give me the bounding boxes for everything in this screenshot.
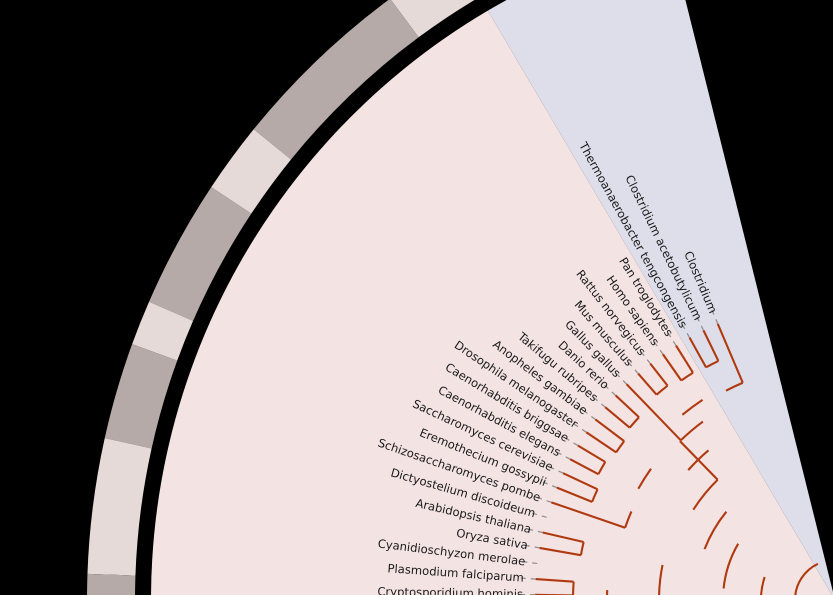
leader-line-13: [536, 496, 552, 503]
leader-line-17: [564, 437, 579, 447]
tree-branch: [637, 372, 658, 396]
leader-line-12: [532, 512, 547, 518]
leader-line-9: [522, 560, 538, 565]
tree-branch: [594, 418, 625, 442]
leader-line-8: [520, 577, 536, 580]
tree-branch: [679, 440, 719, 481]
tree-branch: [702, 329, 720, 362]
tree-arc-n_eukaryota: [722, 543, 740, 589]
outer-taxonomy-band: [87, 0, 475, 595]
leader-line-11: [527, 528, 543, 534]
tree-branch: [542, 531, 584, 543]
band-segment-6: [104, 344, 178, 449]
tree-arc-n_opistho: [703, 511, 728, 550]
tree-branch: [662, 353, 683, 382]
sector-fills: [151, 0, 833, 595]
band-segment-5: [132, 301, 194, 361]
leader-line-21: [604, 384, 617, 396]
tree-arc-n_arthro_nem: [637, 468, 652, 490]
tree-branch: [604, 406, 631, 429]
tree-branch: [585, 431, 617, 454]
tree-branch: [577, 444, 606, 463]
leader-line-16: [556, 451, 571, 460]
band-segment-1: [391, 0, 475, 38]
leader-line-20: [593, 397, 606, 408]
tree-arc-n_fungi: [624, 511, 633, 529]
tree-branch: [535, 578, 574, 583]
tree-branch: [716, 323, 744, 384]
tree-arc-n_euk_deep: [658, 564, 664, 595]
band-segment-4: [149, 187, 252, 321]
leader-line-15: [549, 466, 564, 474]
tree-branches: [535, 323, 819, 595]
tree-branch: [556, 486, 593, 503]
sector-eukaryota: [151, 10, 833, 595]
band-segment-8: [87, 573, 136, 595]
tree-arc-n_bact: [705, 359, 719, 369]
band-segment-2: [253, 0, 419, 160]
tree-arc-n_root: [794, 562, 819, 595]
tree-branch: [688, 337, 707, 368]
taxon-label: Cryptosporidium hominis: [377, 585, 523, 595]
leader-line-10: [524, 544, 540, 549]
tree-branch: [625, 383, 682, 442]
leader-line-27: [681, 324, 691, 338]
tree-branch: [551, 501, 626, 529]
leader-line-22: [615, 372, 628, 385]
leader-line-26: [667, 332, 677, 346]
tree-arc-n_root_euk_arc: [760, 576, 766, 595]
leader-line-29: [711, 309, 719, 325]
sector-bacteria: [487, 0, 833, 595]
leader-line-18: [573, 423, 587, 433]
band-segment-7: [87, 438, 152, 576]
tree-branch: [675, 345, 694, 374]
leader-line-25: [653, 341, 664, 355]
tree-arc-n_apicom: [571, 581, 575, 595]
tree-branch: [562, 472, 598, 491]
leader-line-23: [627, 361, 639, 374]
band-segment-3: [211, 129, 291, 214]
tree-branch: [569, 458, 599, 476]
leader-line-24: [640, 351, 651, 364]
tree-arc-n_prim_rod: [681, 398, 704, 416]
tree-arc-n_mamm_gal: [680, 420, 704, 442]
leader-line-14: [542, 481, 558, 489]
tree-branch: [649, 362, 669, 387]
leader-line-19: [583, 409, 596, 420]
tree-arc-n_metazoa: [692, 479, 719, 511]
tree-branch: [614, 394, 640, 418]
tree-branch: [539, 546, 582, 557]
tree-arc-n_plants: [579, 541, 585, 556]
leader-line-28: [696, 316, 705, 331]
